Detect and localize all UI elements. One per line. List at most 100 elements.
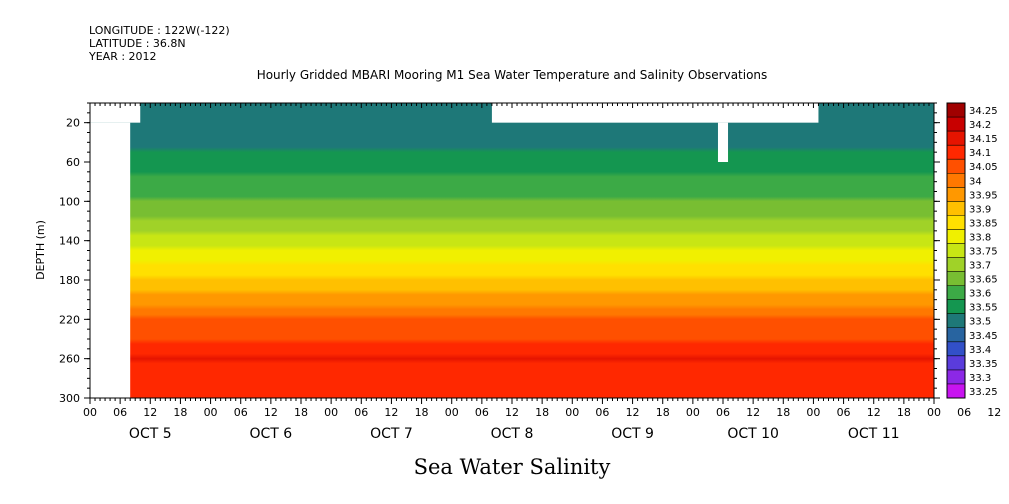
no-data-region [717,122,729,162]
no-data-region [491,103,819,123]
x-axis: 00 06 12 18 00 06 12 18 00 06 12 18 00 06 12 18 00 06 12 18… [83,103,1001,442]
x-tick-label: 06 [595,406,609,419]
colorbar-swatch [947,145,965,160]
latitude-label: LATITUDE : 36.8N [89,37,186,50]
x-tick-label: 12 [143,406,157,419]
y-tick-label: 180 [59,274,80,287]
x-tick-label: 00 [565,406,579,419]
day-label: OCT 5 [129,426,172,442]
colorbar-label: 33.75 [969,247,998,258]
x-tick-label: 12 [987,406,1001,419]
colorbar-swatch [947,313,965,329]
colorbar-swatch [947,243,965,259]
x-tick-label: 00 [927,406,941,419]
colorbar-swatch [947,201,965,216]
colorbar-label: 33.8 [969,232,991,243]
colorbar-swatch [947,327,965,343]
colorbar: 34.25 34.2 34.15 34.1 34.05 34 33.95 33.9 33.85 3… [946,102,998,399]
day-label: OCT 11 [848,426,900,442]
colorbar-label: 33.35 [969,359,998,370]
colorbar-label: 34.15 [969,134,998,145]
colorbar-swatch [947,229,965,244]
colorbar-label: 33.65 [969,275,998,286]
x-tick-label: 06 [716,406,730,419]
day-label: OCT 7 [370,426,413,442]
colorbar-swatch [947,369,965,385]
x-tick-label: 12 [384,406,398,419]
x-tick-label: 00 [806,406,820,419]
chart-title: Hourly Gridded MBARI Mooring M1 Sea Wate… [256,68,768,82]
x-tick-label: 00 [324,406,338,419]
year-label: YEAR : 2012 [89,50,157,63]
colorbar-swatch [947,383,965,399]
x-tick-label: 12 [626,406,640,419]
x-tick-label: 12 [867,406,881,419]
x-tick-label: 18 [415,406,429,419]
salinity-field [90,103,934,398]
y-tick-label: 20 [66,117,80,130]
x-tick-label: 00 [445,406,459,419]
colorbar-label: 33.95 [969,190,998,201]
x-tick-label: 00 [686,406,700,419]
day-label: OCT 8 [491,426,534,442]
x-tick-label: 00 [83,406,97,419]
colorbar-label: 33.45 [969,331,998,342]
colorbar-label: 33.5 [969,317,991,328]
plot-area [89,102,935,399]
colorbar-swatch [947,159,965,174]
y-axis-label: DEPTH (m) [34,220,47,280]
y-tick-label: 300 [59,392,80,405]
colorbar-label: 34.1 [969,148,991,159]
y-tick-label: 220 [59,313,80,326]
x-tick-label: 18 [535,406,549,419]
colorbar-swatch [947,103,965,118]
colorbar-swatch [947,131,965,146]
x-tick-label: 12 [505,406,519,419]
y-tick-label: 140 [59,235,80,248]
colorbar-swatch [947,257,965,273]
colorbar-swatch [947,117,965,132]
day-label: OCT 6 [249,426,292,442]
colorbar-label: 34 [969,176,982,187]
x-tick-label: 00 [204,406,218,419]
colorbar-swatch [947,173,965,188]
colorbar-swatch [947,187,965,202]
colorbar-label: 33.25 [969,387,998,398]
no-data-region [90,122,131,399]
colorbar-label: 33.3 [969,373,991,384]
colorbar-swatch [947,215,965,230]
colorbar-label: 33.9 [969,204,991,215]
colorbar-swatch [947,341,965,357]
longitude-label: LONGITUDE : 122W(-122) [89,24,230,37]
x-tick-label: 18 [173,406,187,419]
colorbar-swatch [947,271,965,287]
y-axis: 20 60 100 140 180 220 260 300 [59,102,940,405]
x-tick-label: 06 [957,406,971,419]
day-label: OCT 9 [611,426,654,442]
x-tick-label: 06 [234,406,248,419]
x-axis-title: Sea Water Salinity [413,455,611,479]
colorbar-swatch [947,355,965,371]
x-tick-label: 12 [264,406,278,419]
colorbar-swatch [947,285,965,301]
colorbar-swatch [947,299,965,315]
colorbar-label: 33.7 [969,261,991,272]
colorbar-label: 33.85 [969,218,998,229]
y-tick-label: 260 [59,353,80,366]
y-tick-label: 60 [66,156,80,169]
x-tick-label: 06 [837,406,851,419]
colorbar-label: 34.25 [969,106,998,117]
colorbar-label: 34.2 [969,120,991,131]
y-tick-label: 100 [59,195,80,208]
x-tick-label: 06 [354,406,368,419]
no-data-region [90,103,141,123]
colorbar-label: 34.05 [969,162,998,173]
x-tick-label: 18 [776,406,790,419]
day-label: OCT 10 [727,426,779,442]
colorbar-label: 33.55 [969,303,998,314]
x-tick-label: 06 [113,406,127,419]
x-tick-label: 18 [656,406,670,419]
x-tick-label: 18 [897,406,911,419]
x-tick-label: 18 [294,406,308,419]
